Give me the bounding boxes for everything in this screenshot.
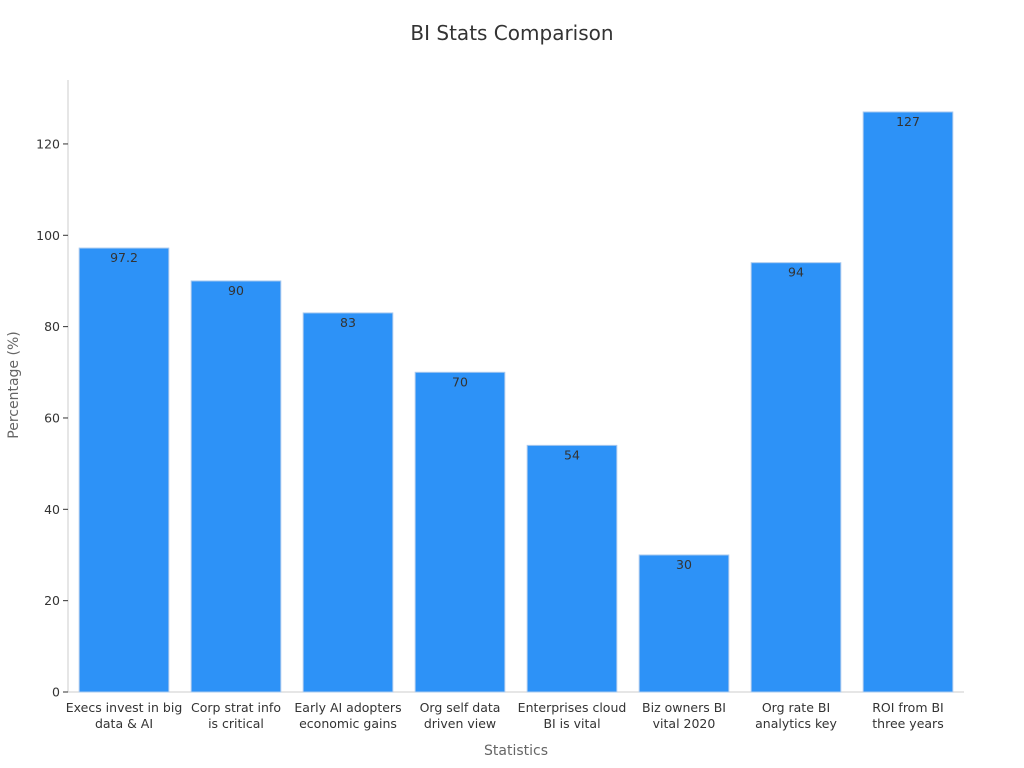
x-tick-label: Execs invest in big bbox=[66, 700, 183, 715]
x-tick-label: three years bbox=[872, 716, 943, 731]
x-tick-label: Early AI adopters bbox=[294, 700, 401, 715]
bar-value-label: 83 bbox=[340, 315, 356, 330]
y-axis-title: Percentage (%) bbox=[6, 331, 22, 438]
bar-value-label: 127 bbox=[896, 114, 920, 129]
y-tick-label: 40 bbox=[44, 502, 60, 517]
x-tick-label: analytics key bbox=[755, 716, 837, 731]
bar-value-label: 70 bbox=[452, 374, 468, 389]
x-tick-label: Enterprises cloud bbox=[518, 700, 627, 715]
x-tick-label: Biz owners BI bbox=[642, 700, 726, 715]
bar bbox=[302, 312, 394, 693]
y-tick-label: 80 bbox=[44, 319, 60, 334]
x-tick-label: driven view bbox=[424, 716, 496, 731]
bar-value-label: 90 bbox=[228, 283, 244, 298]
y-tick-label: 100 bbox=[36, 228, 60, 243]
y-tick-label: 60 bbox=[44, 410, 60, 425]
x-tick-label: data & AI bbox=[95, 716, 153, 731]
bar-value-label: 54 bbox=[564, 447, 580, 462]
x-tick-label: economic gains bbox=[299, 716, 397, 731]
y-tick-label: 20 bbox=[44, 593, 60, 608]
bar bbox=[414, 371, 506, 693]
bar bbox=[526, 444, 618, 693]
x-tick-label: Corp strat info bbox=[191, 700, 281, 715]
bar bbox=[750, 262, 842, 693]
bar bbox=[190, 280, 282, 693]
bar-value-label: 30 bbox=[676, 557, 692, 572]
y-tick-label: 120 bbox=[36, 136, 60, 151]
bar-value-label: 97.2 bbox=[110, 250, 138, 265]
bar bbox=[638, 554, 730, 693]
x-tick-label: Org self data bbox=[420, 700, 501, 715]
plot-area: 0 20 40 60 80 100 120 97.2 Execs invest in bigda… bbox=[36, 80, 964, 731]
x-axis-title: Statistics bbox=[484, 743, 548, 759]
x-tick-label: is critical bbox=[208, 716, 264, 731]
bar bbox=[78, 247, 170, 693]
bar-value-label: 94 bbox=[788, 265, 804, 280]
x-tick-label: BI is vital bbox=[543, 716, 600, 731]
chart-title: BI Stats Comparison bbox=[410, 21, 613, 45]
x-tick-label: ROI from BI bbox=[872, 700, 944, 715]
bar bbox=[862, 111, 954, 693]
x-tick-label: vital 2020 bbox=[653, 716, 716, 731]
x-tick-label: Org rate BI bbox=[762, 700, 830, 715]
y-tick-label: 0 bbox=[52, 685, 60, 700]
